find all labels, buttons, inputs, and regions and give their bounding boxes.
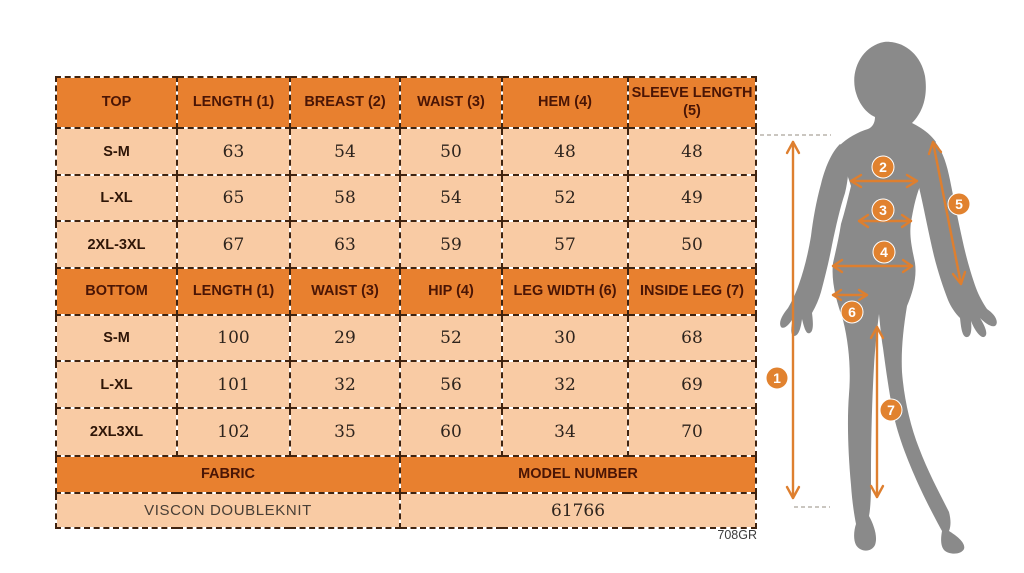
top-header-breast: BREAST (2)	[289, 76, 401, 129]
value-cell: 54	[399, 174, 503, 222]
size-label: S-M	[55, 127, 178, 176]
measure-arrow-4	[831, 258, 914, 274]
marker-4-label: 4	[880, 244, 888, 260]
footer-value-row: VISCON DOUBLEKNIT 61766	[55, 492, 757, 529]
value-cell: 59	[399, 220, 503, 269]
top-header-waist: WAIST (3)	[399, 76, 503, 129]
value-cell: 52	[399, 314, 503, 362]
footer-header-row: FABRIC MODEL NUMBER	[55, 455, 757, 494]
bottom-row-sm: S-M 100 29 52 30 68	[55, 314, 757, 362]
bottom-header-size: BOTTOM	[55, 267, 178, 316]
value-cell: 101	[176, 360, 291, 409]
marker-6: 6	[840, 300, 864, 324]
bottom-row-lxl: L-XL 101 32 56 32 69	[55, 360, 757, 409]
size-label: 2XL3XL	[55, 407, 178, 457]
value-cell: 50	[627, 220, 757, 269]
value-cell: 50	[399, 127, 503, 176]
value-cell: 102	[176, 407, 291, 457]
top-header-hem: HEM (4)	[501, 76, 629, 129]
marker-6-label: 6	[848, 304, 856, 320]
size-chart-table: TOP LENGTH (1) BREAST (2) WAIST (3) HEM …	[55, 76, 757, 529]
marker-3-label: 3	[879, 202, 887, 218]
dashed-guides	[760, 134, 831, 508]
value-cell: 54	[289, 127, 401, 176]
top-row-sm: S-M 63 54 50 48 48	[55, 127, 757, 176]
marker-5-label: 5	[955, 196, 963, 212]
bottom-header-waist: WAIST (3)	[289, 267, 401, 316]
value-cell: 32	[501, 360, 629, 409]
value-cell: 48	[501, 127, 629, 176]
bottom-row-2xl3xl: 2XL3XL 102 35 60 34 70	[55, 407, 757, 457]
size-label: L-XL	[55, 360, 178, 409]
silhouette-body	[832, 41, 965, 554]
measure-markers: 1 2 3 4 5 6 7	[765, 155, 971, 422]
value-cell: 100	[176, 314, 291, 362]
top-row-2xl3xl: 2XL-3XL 67 63 59 57 50	[55, 220, 757, 269]
bottom-header-insideleg: INSIDE LEG (7)	[627, 267, 757, 316]
value-cell: 35	[289, 407, 401, 457]
marker-7-label: 7	[887, 402, 895, 418]
silhouette-right-arm	[919, 143, 997, 338]
value-cell: 48	[627, 127, 757, 176]
measurement-figure-svg: 1 2 3 4 5 6 7	[760, 41, 997, 554]
top-header-length: LENGTH (1)	[176, 76, 291, 129]
value-cell: 63	[176, 127, 291, 176]
size-label: S-M	[55, 314, 178, 362]
value-cell: 29	[289, 314, 401, 362]
silhouette-left-arm	[780, 144, 849, 336]
top-header-row: TOP LENGTH (1) BREAST (2) WAIST (3) HEM …	[55, 76, 757, 129]
value-cell: 68	[627, 314, 757, 362]
marker-5: 5	[947, 192, 971, 216]
measure-arrow-6	[831, 288, 869, 302]
top-header-sleeve: SLEEVE LENGTH (5)	[627, 76, 757, 129]
bottom-header-length: LENGTH (1)	[176, 267, 291, 316]
value-cell: 67	[176, 220, 291, 269]
model-number-header: MODEL NUMBER	[399, 455, 757, 494]
value-cell: 70	[627, 407, 757, 457]
value-cell: 52	[501, 174, 629, 222]
size-label: L-XL	[55, 174, 178, 222]
value-cell: 58	[289, 174, 401, 222]
marker-2-label: 2	[879, 159, 887, 175]
top-row-lxl: L-XL 65 58 54 52 49	[55, 174, 757, 222]
fabric-value: VISCON DOUBLEKNIT	[55, 492, 401, 529]
woman-silhouette	[780, 41, 997, 554]
bottom-header-hip: HIP (4)	[399, 267, 503, 316]
measure-arrow-7	[869, 325, 885, 499]
value-cell: 34	[501, 407, 629, 457]
measure-arrow-5	[927, 140, 967, 286]
marker-4: 4	[872, 240, 896, 264]
measure-arrow-1	[785, 140, 801, 500]
value-cell: 32	[289, 360, 401, 409]
model-number-value: 61766	[399, 492, 757, 529]
value-cell: 69	[627, 360, 757, 409]
measure-arrow-2	[849, 173, 919, 189]
bottom-header-row: BOTTOM LENGTH (1) WAIST (3) HIP (4) LEG …	[55, 267, 757, 316]
value-cell: 57	[501, 220, 629, 269]
fabric-header: FABRIC	[55, 455, 401, 494]
bottom-header-legwidth: LEG WIDTH (6)	[501, 267, 629, 316]
size-label: 2XL-3XL	[55, 220, 178, 269]
value-cell: 56	[399, 360, 503, 409]
marker-1-label: 1	[773, 370, 781, 386]
marker-1: 1	[765, 366, 789, 390]
value-cell: 30	[501, 314, 629, 362]
marker-3: 3	[871, 198, 895, 222]
marker-2: 2	[871, 155, 895, 179]
value-cell: 60	[399, 407, 503, 457]
measurement-figure: 1 2 3 4 5 6 7	[758, 0, 1024, 568]
value-cell: 49	[627, 174, 757, 222]
product-code: 708GR	[717, 528, 757, 542]
value-cell: 65	[176, 174, 291, 222]
marker-7: 7	[879, 398, 903, 422]
top-header-size: TOP	[55, 76, 178, 129]
value-cell: 63	[289, 220, 401, 269]
